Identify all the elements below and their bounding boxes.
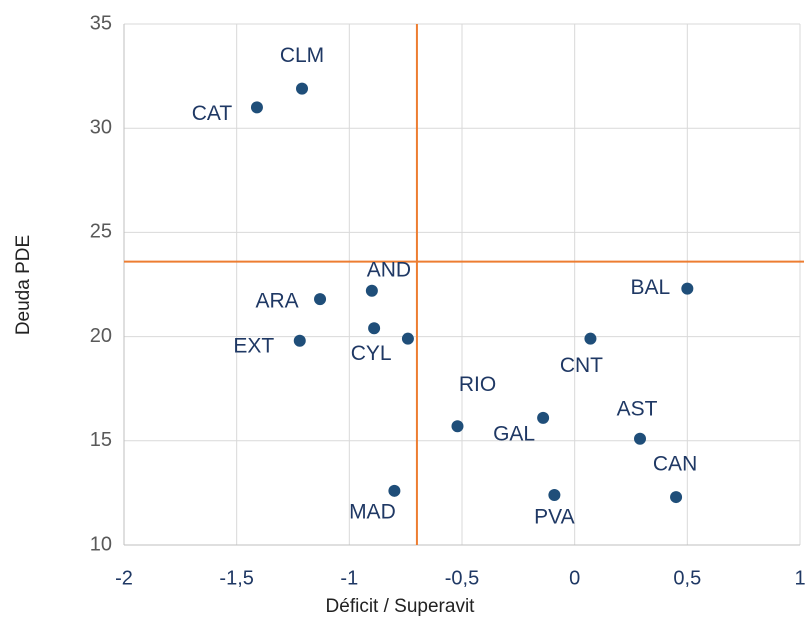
y-tick-label: 10 [90,533,112,555]
x-tick-label: 0,5 [673,567,701,589]
point-label: RIO [459,373,496,396]
x-tick-label: -1 [340,567,358,589]
point [368,322,381,335]
point [537,411,550,424]
point-label: CAT [192,102,233,125]
point-label: PVA [534,506,574,529]
point [634,432,647,445]
point-label: CLM [280,44,324,67]
x-tick-label: 1 [794,567,805,589]
point [296,82,309,95]
point [670,491,683,504]
y-tick-label: 30 [90,116,112,138]
x-tick-label: -1,5 [219,567,253,589]
point [401,332,414,345]
point-label: GAL [493,422,535,445]
y-axis-title: Deuda PDE [13,235,34,335]
point-label: CNT [560,354,603,377]
x-axis-title: Déficit / Superavit [326,596,476,617]
point-label: ARA [255,290,298,313]
x-tick-label: -0,5 [445,567,479,589]
x-tick-label: 0 [569,567,580,589]
point [388,484,401,497]
point [293,334,306,347]
y-tick-label: 20 [90,325,112,347]
point [365,284,378,297]
y-tick-label: 15 [90,429,112,451]
point [451,420,464,433]
point [584,332,597,345]
point-label: AND [367,258,411,281]
x-tick-label: -2 [115,567,133,589]
point [250,101,263,114]
point [681,282,694,295]
point-label: MAD [349,500,396,523]
point-label: CYL [351,342,392,365]
point-label: AST [617,397,658,420]
point-label: BAL [630,276,670,299]
y-tick-label: 35 [90,12,112,34]
point [548,488,561,501]
point [314,293,327,306]
point-label: CAN [653,453,697,476]
y-tick-label: 25 [90,221,112,243]
point-label: EXT [233,334,274,357]
